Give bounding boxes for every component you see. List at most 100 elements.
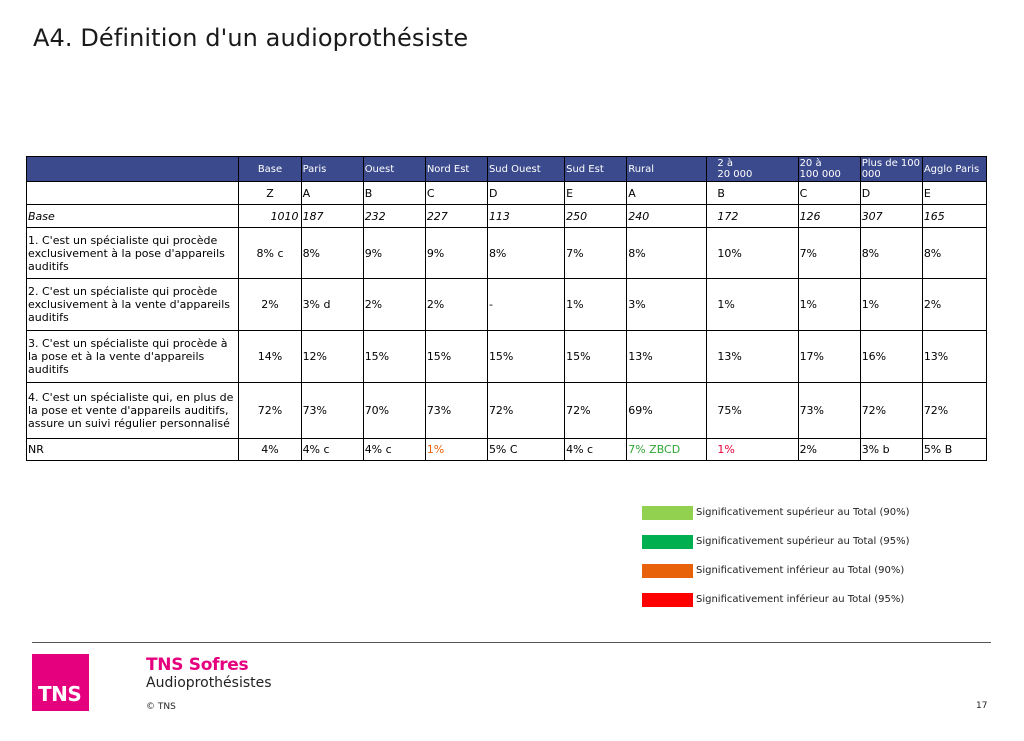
table-cell: 172	[706, 204, 799, 228]
table-cell: 5% C	[486, 438, 566, 461]
table-cell: 8%	[921, 227, 988, 279]
table-cell: 227	[424, 204, 488, 228]
table-cell: 73%	[300, 382, 364, 439]
row-label: 2. C'est un spécialiste qui procède excl…	[25, 278, 240, 331]
table-cell: 7% ZBCD	[626, 438, 708, 461]
table-cell: 73%	[797, 382, 861, 439]
table-row: 1. C'est un spécialiste qui procède excl…	[25, 227, 988, 279]
column-header: Base	[238, 156, 302, 182]
table-cell: 4% c	[300, 438, 364, 461]
column-letter: C	[797, 181, 861, 205]
results-table: Base Paris Ouest Nord Est Sud Ouest Sud …	[25, 156, 988, 461]
table-cell: 2%	[921, 278, 988, 331]
table-cell: 72%	[921, 382, 988, 439]
column-letter: B	[362, 181, 426, 205]
tns-logo-text: TNS	[38, 682, 82, 706]
column-letter: D	[486, 181, 566, 205]
table-cell: 4%	[238, 438, 302, 461]
column-header: Sud Est	[564, 156, 628, 182]
table-cell: 1%	[706, 278, 799, 331]
table-cell: 1%	[859, 278, 923, 331]
table-cell: 240	[626, 204, 708, 228]
footer-divider	[32, 642, 991, 643]
table-cell	[25, 181, 240, 205]
table-cell: 232	[362, 204, 426, 228]
table-cell: 13%	[921, 330, 988, 383]
table-row: 3. C'est un spécialiste qui procède à la…	[25, 330, 988, 383]
table-cell: 69%	[626, 382, 708, 439]
brand-name: TNS Sofres	[146, 655, 249, 675]
table-cell: 5% B	[921, 438, 988, 461]
table-cell: 15%	[564, 330, 628, 383]
table-cell: 8%	[300, 227, 364, 279]
table-cell: 7%	[564, 227, 628, 279]
table-cell: 307	[859, 204, 923, 228]
significance-letter-row: Z A B C D E A B C D E	[25, 181, 988, 205]
table-cell: 1%	[706, 438, 799, 461]
table-cell: 1%	[797, 278, 861, 331]
table-cell: 9%	[424, 227, 488, 279]
table-cell: 2%	[424, 278, 488, 331]
table-row: NR 4% 4% c 4% c 1% 5% C 4% c 7% ZBCD 1% …	[25, 438, 988, 461]
row-label: Base	[25, 204, 240, 228]
table-cell: 8%	[859, 227, 923, 279]
study-name: Audioprothésistes	[146, 675, 272, 691]
table-cell: 1010	[238, 204, 302, 228]
column-header: Nord Est	[424, 156, 488, 182]
row-label: 3. C'est un spécialiste qui procède à la…	[25, 330, 240, 383]
table-cell: 72%	[486, 382, 566, 439]
table-cell: 10%	[706, 227, 799, 279]
table-cell: 15%	[424, 330, 488, 383]
column-header: 20 à 100 000	[797, 156, 861, 182]
page-title: A4. Définition d'un audioprothésiste	[33, 24, 469, 52]
legend-swatch	[642, 593, 693, 607]
base-row: Base 1010 187 232 227 113 250 240 172 12…	[25, 204, 988, 228]
column-header: Sud Ouest	[486, 156, 566, 182]
table-cell: 3% b	[859, 438, 923, 461]
legend-swatch	[642, 564, 693, 578]
column-letter: C	[424, 181, 488, 205]
table-row: 2. C'est un spécialiste qui procède excl…	[25, 278, 988, 331]
table-cell: 4% c	[564, 438, 628, 461]
column-letter: E	[564, 181, 628, 205]
column-letter: A	[300, 181, 364, 205]
column-header: Rural	[626, 156, 708, 182]
table-cell: 187	[300, 204, 364, 228]
tns-logo: TNS	[32, 654, 89, 711]
table-cell: 17%	[797, 330, 861, 383]
legend-swatch	[642, 506, 693, 520]
table-cell: 14%	[238, 330, 302, 383]
table-cell: 9%	[362, 227, 426, 279]
table-cell: -	[486, 278, 566, 331]
column-header: Plus de 100 000	[859, 156, 923, 182]
legend-item: Significativement inférieur au Total (90…	[642, 564, 942, 580]
legend-label: Significativement inférieur au Total (90…	[696, 565, 905, 576]
table-cell: 3%	[626, 278, 708, 331]
page-number: 17	[976, 701, 988, 711]
table-row: 4. C'est un spécialiste qui, en plus de …	[25, 382, 988, 439]
table-cell: 72%	[564, 382, 628, 439]
column-letter: A	[626, 181, 708, 205]
row-label: 4. C'est un spécialiste qui, en plus de …	[25, 382, 240, 439]
table-cell: 12%	[300, 330, 364, 383]
table-cell: 15%	[486, 330, 566, 383]
table-header-row: Base Paris Ouest Nord Est Sud Ouest Sud …	[25, 156, 988, 182]
table-cell: 3% d	[300, 278, 364, 331]
table-cell: 75%	[706, 382, 799, 439]
column-letter: B	[706, 181, 799, 205]
header-corner	[25, 156, 240, 182]
column-letter: E	[921, 181, 988, 205]
table-cell: 113	[486, 204, 566, 228]
legend-label: Significativement inférieur au Total (95…	[696, 594, 905, 605]
row-label: NR	[25, 438, 240, 461]
table-cell: 165	[921, 204, 988, 228]
table-cell: 2%	[797, 438, 861, 461]
table-cell: 250	[564, 204, 628, 228]
table-cell: 2%	[362, 278, 426, 331]
table-cell: 126	[797, 204, 861, 228]
table-cell: 4% c	[362, 438, 426, 461]
column-letter: Z	[238, 181, 302, 205]
legend-label: Significativement supérieur au Total (95…	[696, 536, 910, 547]
column-letter: D	[859, 181, 923, 205]
legend-item: Significativement supérieur au Total (90…	[642, 506, 942, 522]
